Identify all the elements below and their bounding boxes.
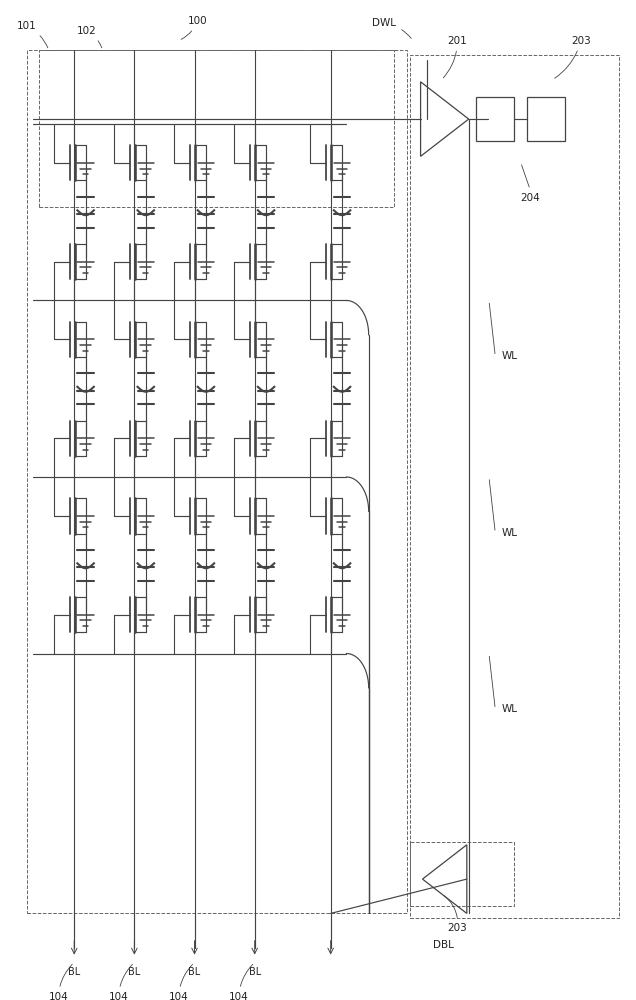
Text: 204: 204 <box>520 193 540 203</box>
Text: DWL: DWL <box>373 18 411 38</box>
Text: BL: BL <box>128 967 141 977</box>
Text: WL: WL <box>502 528 518 538</box>
Text: 100: 100 <box>181 16 207 39</box>
Bar <box>476 97 515 141</box>
Text: WL: WL <box>502 351 518 361</box>
Bar <box>410 842 515 906</box>
Text: 203: 203 <box>555 36 591 78</box>
Bar <box>27 50 406 913</box>
Bar <box>39 50 394 207</box>
Text: 104: 104 <box>169 964 193 1000</box>
Text: BL: BL <box>249 967 261 977</box>
Text: 201: 201 <box>443 36 467 78</box>
Text: 104: 104 <box>48 964 73 1000</box>
Text: DBL: DBL <box>433 940 454 950</box>
Text: BL: BL <box>68 967 80 977</box>
Bar <box>527 97 565 141</box>
Text: 104: 104 <box>109 964 132 1000</box>
Bar <box>410 55 619 918</box>
Text: WL: WL <box>502 704 518 714</box>
Text: BL: BL <box>188 967 200 977</box>
Text: 203: 203 <box>444 895 467 933</box>
Text: 101: 101 <box>17 21 48 48</box>
Text: 104: 104 <box>229 964 252 1000</box>
Text: 102: 102 <box>77 26 102 48</box>
